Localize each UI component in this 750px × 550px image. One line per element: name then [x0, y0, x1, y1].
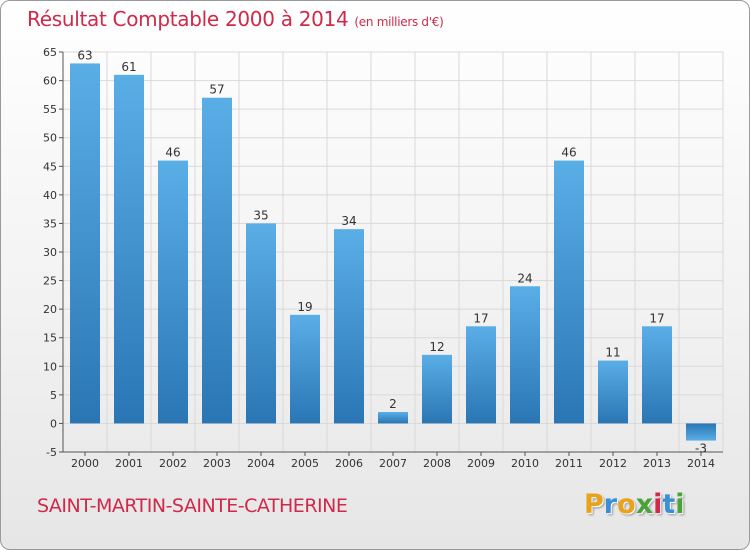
bar-value-label: 17 — [649, 311, 664, 325]
y-tick-label: 35 — [43, 217, 57, 230]
bar-value-label: 34 — [341, 214, 356, 228]
x-tick-label: 2008 — [423, 457, 451, 470]
bar-value-label: 57 — [209, 83, 224, 97]
chart-unit: (en milliers d'€) — [354, 15, 444, 29]
bar — [70, 63, 100, 424]
bar-value-label: 2 — [389, 397, 397, 411]
y-tick-label: 30 — [43, 246, 57, 259]
bar-value-label: 24 — [517, 271, 532, 285]
bar-value-label: 35 — [253, 208, 268, 222]
y-tick-label: 0 — [50, 417, 57, 430]
x-tick-label: 2011 — [555, 457, 583, 470]
bar-value-label: 61 — [121, 60, 136, 74]
bar — [114, 74, 144, 424]
y-tick-label: 5 — [50, 389, 57, 402]
y-tick-label: 25 — [43, 275, 57, 288]
bar — [334, 229, 364, 424]
x-tick-label: 2006 — [335, 457, 363, 470]
bar-value-label: 11 — [605, 346, 620, 360]
bar — [202, 97, 232, 424]
y-tick-label: 45 — [43, 160, 57, 173]
axes: -5 0 5 10 15 20 25 30 35 40 45 50 55 60 65 2000 2001 2002… — [43, 46, 723, 470]
y-tick-label: 50 — [43, 132, 57, 145]
y-tick-label: 15 — [43, 332, 57, 345]
x-tick-label: 2007 — [379, 457, 407, 470]
x-tick-label: 2003 — [203, 457, 231, 470]
bar — [422, 354, 452, 424]
commune-name: SAINT-MARTIN-SAINTE-CATHERINE — [37, 495, 348, 517]
y-tick-label: 40 — [43, 189, 57, 202]
x-tick-label: 2013 — [643, 457, 671, 470]
proxiti-logo: Proxiti — [584, 489, 685, 520]
bar-value-label: 46 — [165, 146, 180, 160]
x-tick-label: 2002 — [159, 457, 187, 470]
y-tick-label: 20 — [43, 303, 57, 316]
bar — [686, 423, 716, 441]
x-tick-label: 2004 — [247, 457, 275, 470]
y-tick-label: 65 — [43, 46, 57, 59]
y-tick-label: 55 — [43, 103, 57, 116]
bar-value-label: 12 — [429, 340, 444, 354]
x-tick-label: 2014 — [687, 457, 715, 470]
bar — [466, 326, 496, 424]
x-tick-label: 2010 — [511, 457, 539, 470]
x-tick-label: 2001 — [115, 457, 143, 470]
x-tick-label: 2009 — [467, 457, 495, 470]
bar — [290, 314, 320, 424]
bar-value-label: 63 — [77, 48, 92, 62]
bar — [642, 326, 672, 424]
bar-value-label: 17 — [473, 311, 488, 325]
x-tick-label: 2000 — [71, 457, 99, 470]
y-tick-label: 60 — [43, 75, 57, 88]
bars — [70, 63, 716, 441]
bar — [246, 223, 276, 424]
bar — [510, 286, 540, 424]
bar-value-label: -3 — [695, 442, 707, 456]
chart-title: Résultat Comptable 2000 à 2014 (en millie… — [27, 7, 444, 31]
bar — [598, 360, 628, 424]
x-tick-label: 2012 — [599, 457, 627, 470]
y-tick-label: 10 — [43, 360, 57, 373]
bar-value-label: 19 — [297, 300, 312, 314]
bar — [378, 412, 408, 424]
chart-title-text: Résultat Comptable 2000 à 2014 — [27, 7, 349, 31]
x-tick-label: 2005 — [291, 457, 319, 470]
data-labels: 63 61 46 57 35 19 34 2 12 17 24 46 11 17 -3 — [77, 48, 707, 455]
bar — [554, 160, 584, 424]
y-tick-label: -5 — [46, 446, 57, 459]
bar — [158, 160, 188, 424]
bar-value-label: 46 — [561, 146, 576, 160]
